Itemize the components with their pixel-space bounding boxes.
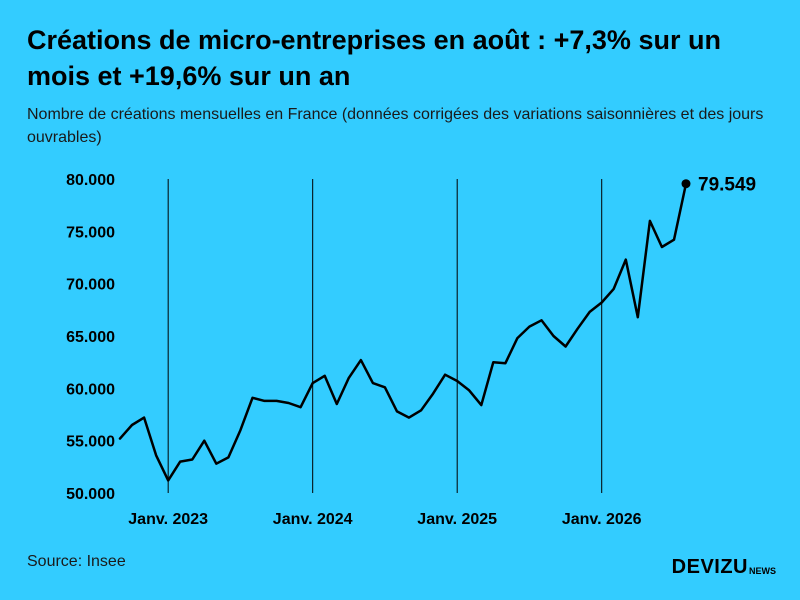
source-note: Source: Insee — [27, 553, 126, 570]
y-tick-label: 70.000 — [66, 277, 115, 294]
x-tick-label: Janv. 2023 — [128, 511, 208, 528]
vertical-gridlines — [167, 179, 603, 493]
y-tick-label: 55.000 — [66, 434, 115, 451]
y-axis: 50.000 55.000 60.000 65.000 70.000 75.000 80.0… — [66, 172, 115, 503]
series-line — [118, 182, 688, 482]
brand-name: DEVIZU — [671, 556, 748, 578]
brand-logo: DEVIZU NEWS — [671, 556, 776, 579]
series-layer: 79.549 — [118, 175, 756, 482]
end-point-marker — [681, 179, 691, 189]
chart-title: Créations de micro-entreprises en août :… — [27, 25, 721, 91]
y-tick-label: 75.000 — [66, 224, 115, 241]
x-tick-label: Janv. 2024 — [273, 511, 353, 528]
end-value-label: 79.549 — [698, 175, 756, 196]
y-tick-label: 65.000 — [66, 329, 115, 346]
y-tick-label: 80.000 — [66, 172, 115, 189]
y-tick-label: 50.000 — [66, 486, 115, 503]
x-tick-label: Janv. 2026 — [562, 511, 642, 528]
x-axis: Janv. 2023 Janv. 2024 Janv. 2025 Janv. 2026 — [128, 511, 641, 528]
y-tick-label: 60.000 — [66, 381, 115, 398]
x-tick-label: Janv. 2025 — [417, 511, 497, 528]
chart-subtitle: Nombre de créations mensuelles en France… — [27, 106, 764, 146]
brand-suffix: NEWS — [749, 566, 776, 576]
